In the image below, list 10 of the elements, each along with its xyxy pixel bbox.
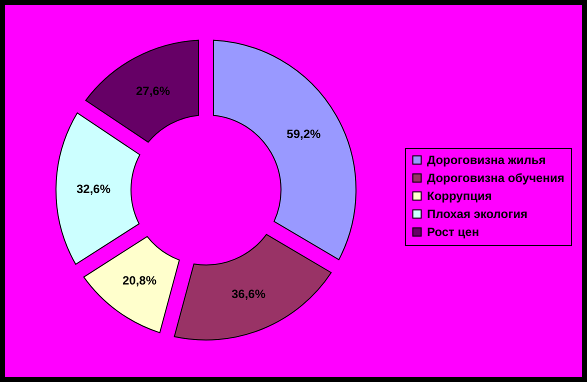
legend-label: Дороговизна жилья [427, 153, 546, 167]
legend-label: Дороговизна обучения [427, 171, 564, 185]
data-label: 20,8% [122, 274, 157, 288]
legend-label: Плохая экология [427, 207, 528, 221]
data-label: 32,6% [76, 182, 111, 196]
data-label: 59,2% [286, 127, 322, 142]
legend-label: Коррупция [427, 189, 492, 203]
legend-label: Рост цен [427, 225, 480, 239]
data-label: 27,6% [136, 84, 170, 98]
data-label: 36,6% [231, 287, 266, 302]
